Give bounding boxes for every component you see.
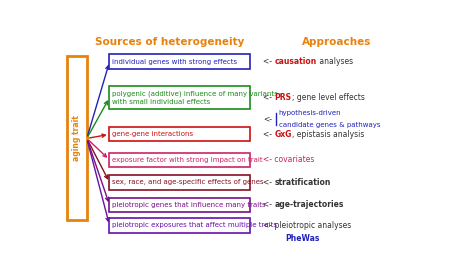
Text: <-: <- <box>263 130 274 139</box>
Bar <box>109 198 250 212</box>
Bar <box>109 175 250 190</box>
Text: pleiotropic exposures that affect multiple traits: pleiotropic exposures that affect multip… <box>112 222 277 228</box>
Text: gene-gene interactions: gene-gene interactions <box>112 131 193 137</box>
Bar <box>109 55 250 69</box>
Text: exposure factor with strong impact on trait: exposure factor with strong impact on tr… <box>112 157 263 163</box>
Text: Sources of heterogeneity: Sources of heterogeneity <box>95 37 244 47</box>
Bar <box>109 218 250 233</box>
Text: candidate genes & pathways: candidate genes & pathways <box>279 122 380 128</box>
Text: <-: <- <box>263 93 274 102</box>
Text: GxG: GxG <box>274 130 292 139</box>
Text: aging trait: aging trait <box>72 115 81 161</box>
Bar <box>109 153 250 167</box>
Bar <box>66 56 87 220</box>
Text: hypothesis-driven: hypothesis-driven <box>279 110 341 116</box>
Text: <-: <- <box>263 114 272 123</box>
Text: polygenic (additive) influence of many variants
with small individual effects: polygenic (additive) influence of many v… <box>112 90 278 105</box>
Bar <box>109 86 250 109</box>
Text: <- covariates: <- covariates <box>263 155 315 164</box>
Text: Approaches: Approaches <box>302 37 371 47</box>
Text: analyses: analyses <box>317 57 353 66</box>
Text: ; gene level effects: ; gene level effects <box>292 93 365 102</box>
Text: <-: <- <box>263 57 274 66</box>
Text: <-: <- <box>263 201 274 210</box>
Text: <- pleiotropic analyses: <- pleiotropic analyses <box>263 221 351 230</box>
Text: causation: causation <box>274 57 317 66</box>
Text: sex, race, and age-specific effects of genes: sex, race, and age-specific effects of g… <box>112 180 264 185</box>
Text: individual genes with strong effects: individual genes with strong effects <box>112 59 237 65</box>
Text: PheWas: PheWas <box>285 234 319 243</box>
Bar <box>109 127 250 142</box>
Text: , epistasis analysis: , epistasis analysis <box>292 130 364 139</box>
Text: stratification: stratification <box>274 178 331 187</box>
Text: age-trajectories: age-trajectories <box>274 201 344 210</box>
Text: pleiotropic genes that influence many traits: pleiotropic genes that influence many tr… <box>112 202 265 208</box>
Text: <-: <- <box>263 178 274 187</box>
Text: PRS: PRS <box>274 93 292 102</box>
